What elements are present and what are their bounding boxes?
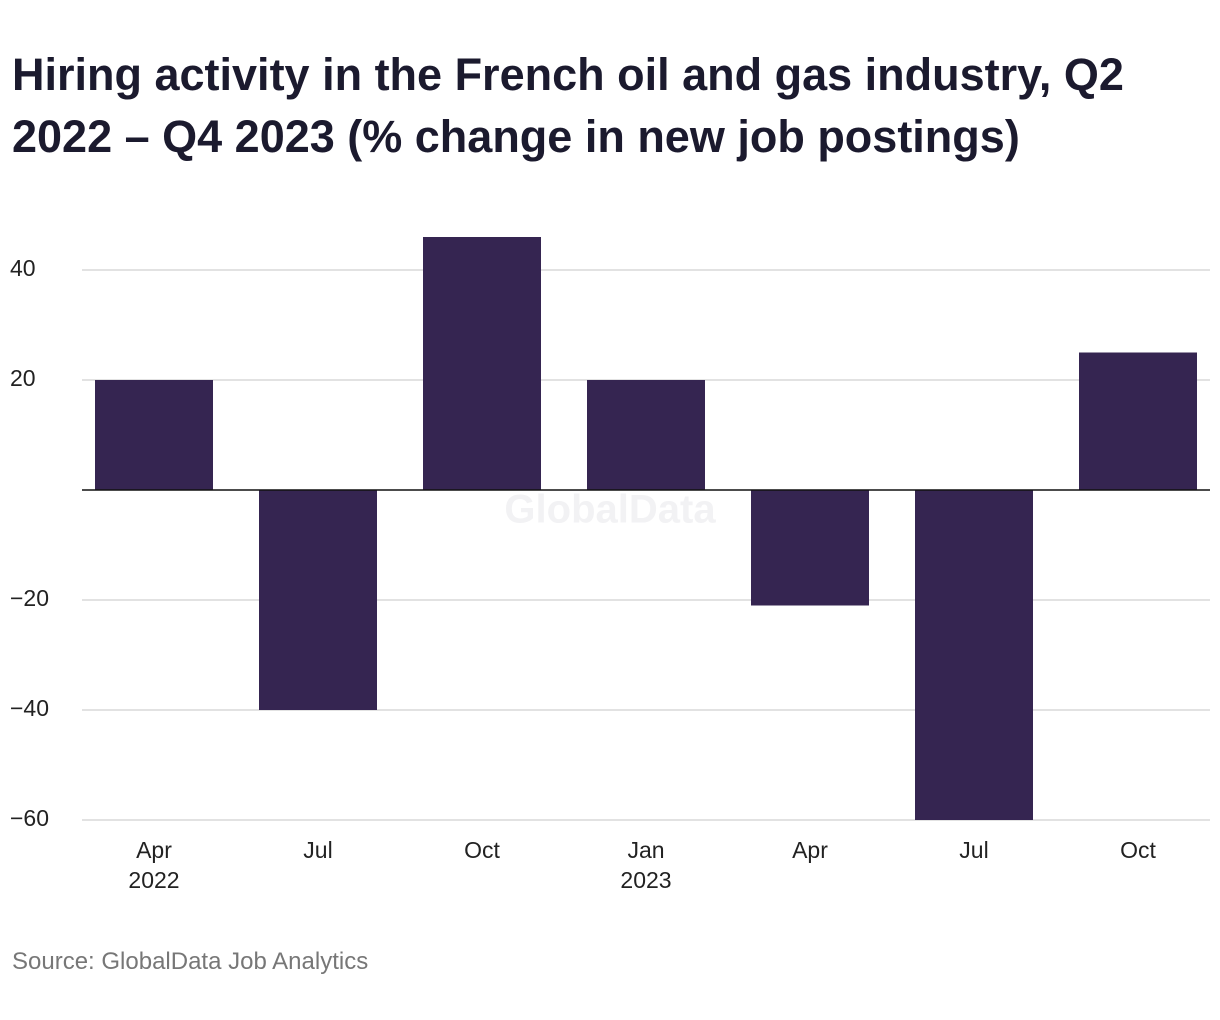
y-tick-label: −40 bbox=[10, 695, 49, 721]
x-tick-label: Jan bbox=[627, 837, 664, 863]
chart: GlobalData −60 −40 −20 20 40 Apr 2022 Jul Oct Jan… bbox=[10, 237, 1210, 893]
bar bbox=[259, 490, 377, 710]
x-tick-sublabel: 2023 bbox=[620, 867, 671, 893]
x-tick-label: Apr bbox=[792, 837, 828, 863]
bar bbox=[1079, 352, 1197, 490]
x-tick-label: Jul bbox=[303, 837, 332, 863]
bar bbox=[915, 490, 1033, 820]
x-tick-label: Oct bbox=[1120, 837, 1156, 863]
bar bbox=[95, 380, 213, 490]
watermark: GlobalData bbox=[504, 488, 716, 532]
x-tick-label: Jul bbox=[959, 837, 988, 863]
bar bbox=[423, 237, 541, 490]
source: Source: GlobalData Job Analytics bbox=[12, 948, 369, 975]
y-tick-label: 20 bbox=[10, 365, 36, 391]
bar bbox=[751, 490, 869, 606]
x-tick-label: Oct bbox=[464, 837, 500, 863]
chart-title: Hiring activity in the French oil and ga… bbox=[12, 49, 1124, 162]
y-tick-label: −60 bbox=[10, 805, 49, 831]
y-tick-label: −20 bbox=[10, 585, 49, 611]
x-tick-label: Apr bbox=[136, 837, 172, 863]
x-tick-sublabel: 2022 bbox=[128, 867, 179, 893]
y-tick-label: 40 bbox=[10, 255, 36, 281]
bar bbox=[587, 380, 705, 490]
